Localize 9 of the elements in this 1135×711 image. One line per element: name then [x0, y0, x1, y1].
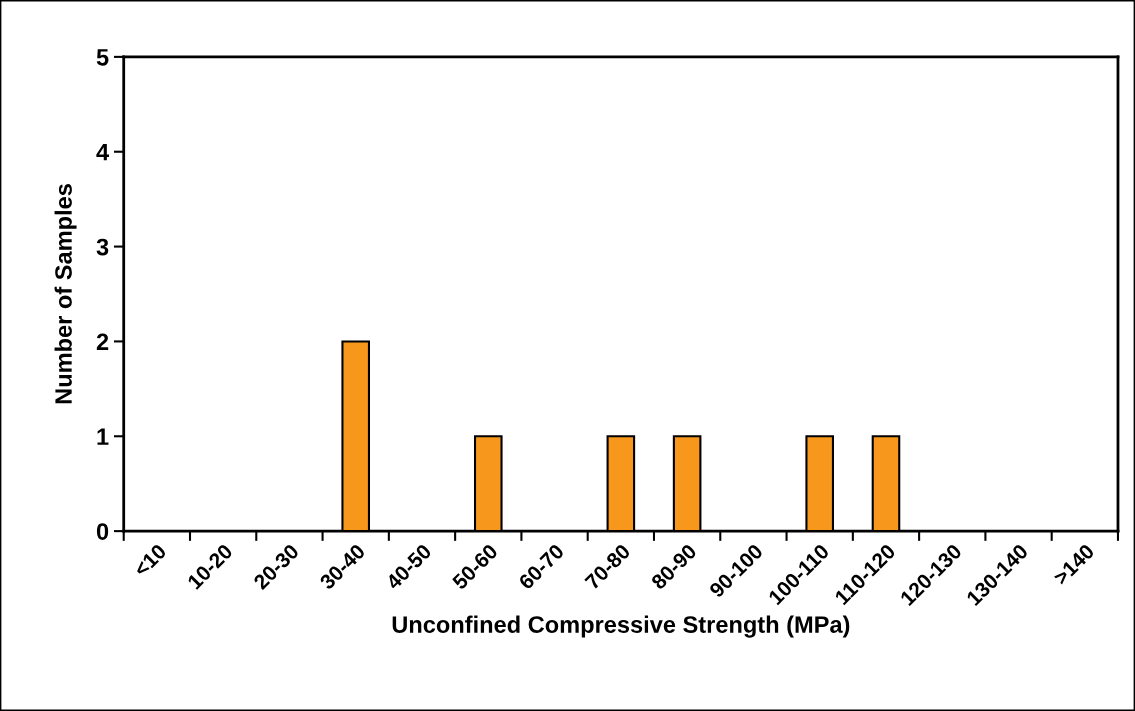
y-tick-label: 4: [96, 144, 110, 161]
y-tick-label: 1: [97, 428, 109, 445]
y-tick-label: 3: [96, 238, 109, 256]
y-tick-label: 5: [96, 49, 109, 66]
y-axis-title: Number of Samples: [54, 184, 77, 404]
x-tick-label: <10: [132, 543, 168, 578]
y-tick-label: 0: [96, 523, 109, 540]
x-axis-title: Unconfined Compressive Strength (MPa): [392, 615, 850, 638]
y-tick-label: 2: [96, 333, 109, 350]
